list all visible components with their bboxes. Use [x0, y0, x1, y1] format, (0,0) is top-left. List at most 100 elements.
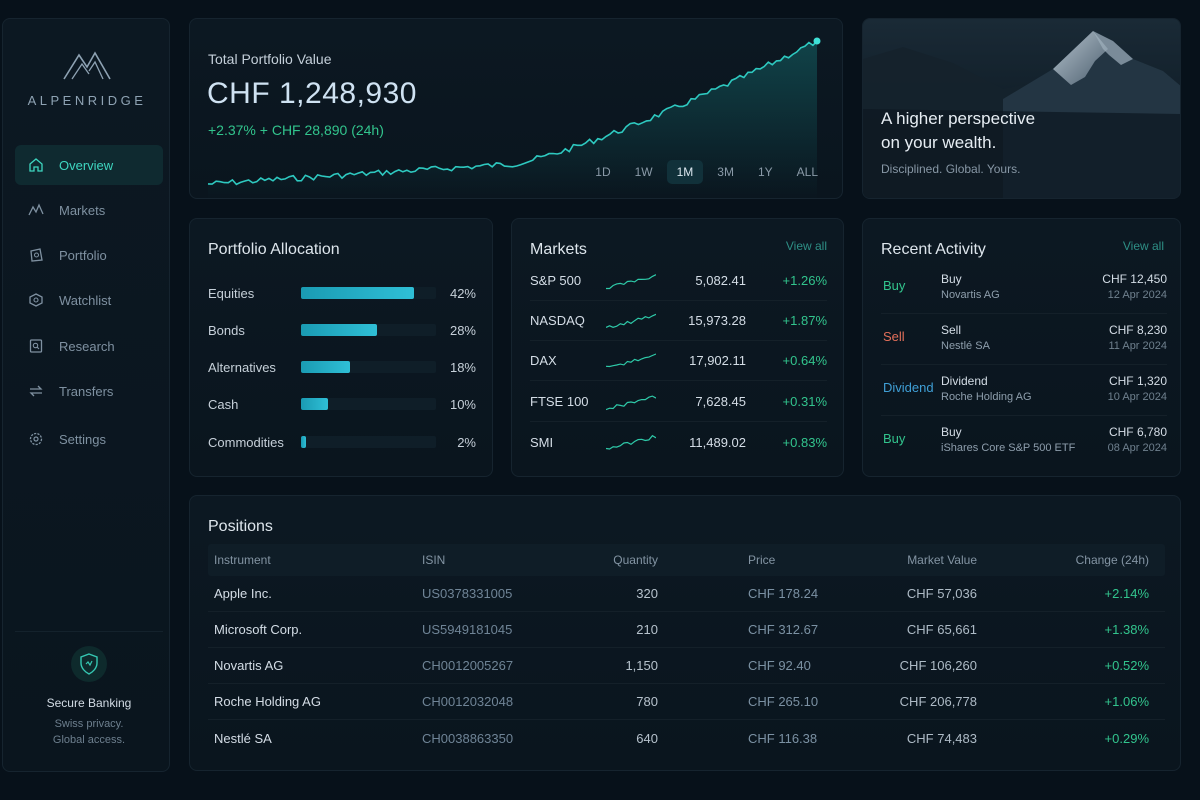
allocation-name: Cash	[208, 396, 239, 412]
sparkline-line	[606, 434, 656, 450]
cell-isin: CH0038863350	[422, 730, 514, 746]
transfer-icon	[27, 382, 45, 400]
activity-amount: CHF 8,230	[1108, 323, 1167, 337]
column-header-change[interactable]: Change (24h)	[1075, 553, 1149, 567]
allocation-bar-fill	[301, 361, 350, 373]
brand-logo[interactable]: ALPENRIDGE	[3, 47, 171, 108]
mountain-image	[863, 19, 1180, 198]
activity-title-text: Buy	[941, 425, 962, 439]
sidebar-item-settings[interactable]: Settings	[15, 419, 163, 459]
market-row[interactable]: DAX 17,902.11 +0.64%	[530, 341, 827, 381]
cell-price: CHF 116.38	[748, 730, 818, 746]
market-row[interactable]: SMI 11,489.02 +0.83%	[530, 422, 827, 462]
column-header-instrument[interactable]: Instrument	[214, 553, 271, 567]
cell-isin: US5949181045	[422, 622, 513, 637]
positions-header: Instrument ISIN Quantity Price Market Va…	[208, 544, 1165, 576]
portfolio-value-chart	[207, 37, 821, 198]
portfolio-value-label: Total Portfolio Value	[208, 51, 332, 67]
activity-amount: CHF 6,780	[1108, 425, 1167, 439]
cell-price: CHF 92.40	[748, 658, 811, 673]
table-row[interactable]: Nestlé SA CH0038863350 640 CHF 116.38 CH…	[208, 720, 1165, 756]
market-value: 5,082.41	[695, 273, 746, 288]
activity-date: 08 Apr 2024	[1107, 442, 1167, 454]
activity-date: 12 Apr 2024	[1107, 289, 1167, 301]
allocation-name: Alternatives	[208, 359, 276, 375]
range-1m[interactable]: 1M	[666, 160, 704, 184]
column-header-quantity[interactable]: Quantity	[613, 553, 658, 567]
activity-type: Dividend	[883, 380, 934, 395]
sidebar-item-markets[interactable]: Markets	[15, 190, 163, 230]
cell-quantity: 640	[636, 730, 658, 746]
market-name: NASDAQ	[530, 313, 585, 328]
table-row[interactable]: Novartis AG CH0012005267 1,150 CHF 92.40…	[208, 648, 1165, 684]
sidebar-item-portfolio[interactable]: Portfolio	[15, 235, 163, 275]
allocation-pct: 10%	[449, 396, 476, 412]
sidebar-item-label: Watchlist	[59, 292, 112, 308]
hero-banner: A higher perspective on your wealth. Dis…	[862, 18, 1181, 199]
activity-row[interactable]: Dividend Dividend Roche Holding AG CHF 1…	[881, 365, 1167, 416]
sidebar-item-label: Overview	[59, 157, 114, 173]
cell-instrument: Apple Inc.	[214, 586, 272, 601]
sparkline-line	[606, 313, 656, 328]
cell-market-value: CHF 74,483	[906, 730, 977, 746]
table-row[interactable]: Apple Inc. US0378331005 320 CHF 178.24 C…	[208, 576, 1165, 612]
secure-line-1: Swiss privacy.	[54, 718, 124, 730]
range-1y[interactable]: 1Y	[757, 165, 773, 179]
activity-date: 11 Apr 2024	[1108, 340, 1167, 352]
market-row[interactable]: NASDAQ 15,973.28 +1.87%	[530, 301, 827, 341]
allocation-bar-track	[301, 398, 436, 410]
table-row[interactable]: Roche Holding AG CH0012032048 780 CHF 26…	[208, 684, 1165, 720]
market-value: 17,902.11	[689, 353, 746, 368]
market-change: +0.64%	[782, 353, 827, 368]
positions-card: Positions Instrument ISIN Quantity Price…	[189, 495, 1181, 771]
market-row[interactable]: FTSE 100 7,628.45 +0.31%	[530, 382, 827, 422]
allocation-name: Bonds	[208, 322, 245, 338]
market-sparkline	[606, 434, 656, 450]
market-value: 15,973.28	[688, 313, 746, 328]
allocation-name: Equities	[208, 285, 255, 301]
sidebar-item-research[interactable]: Research	[15, 326, 163, 366]
activity-instrument: Nestlé SA	[941, 340, 990, 352]
table-row[interactable]: Microsoft Corp. US5949181045 210 CHF 312…	[208, 612, 1165, 648]
allocation-bar-track	[301, 287, 436, 299]
cell-change: +1.06%	[1104, 694, 1149, 709]
range-3m[interactable]: 3M	[717, 165, 734, 179]
cell-market-value: CHF 106,260	[899, 658, 977, 673]
activity-type: Sell	[883, 329, 905, 344]
secure-line-2: Global access.	[52, 734, 126, 746]
sidebar-item-overview[interactable]: Overview	[15, 145, 163, 185]
activity-type: Buy	[883, 278, 906, 293]
cell-change: +0.52%	[1104, 658, 1149, 673]
allocation-pct: 2%	[457, 434, 476, 450]
activity-row[interactable]: Buy Buy iShares Core S&P 500 ETF CHF 6,7…	[881, 416, 1167, 467]
sparkline-line	[606, 394, 656, 410]
activity-title-text: Buy	[941, 272, 962, 286]
sidebar-item-watchlist[interactable]: Watchlist	[15, 280, 163, 320]
range-1d[interactable]: 1D	[595, 165, 611, 179]
activity-row[interactable]: Buy Buy Novartis AG CHF 12,450 12 Apr 20…	[881, 263, 1167, 314]
activity-view-all-link[interactable]: View all	[1122, 239, 1164, 253]
portfolio-allocation-card: Portfolio Allocation Equities 42% Bonds …	[189, 218, 493, 477]
column-header-isin[interactable]: ISIN	[422, 553, 446, 567]
market-name: FTSE 100	[530, 394, 589, 409]
allocation-bar-track	[301, 324, 436, 336]
activity-row[interactable]: Sell Sell Nestlé SA CHF 8,230 11 Apr 202…	[881, 314, 1167, 365]
activity-title-text: Sell	[941, 323, 962, 337]
allocation-pct: 42%	[449, 285, 476, 301]
portfolio-value-card: Total Portfolio Value CHF 1,248,930 +2.3…	[189, 18, 843, 199]
line-chart-icon	[27, 201, 45, 219]
column-header-market-value[interactable]: Market Value	[907, 553, 977, 567]
column-header-price[interactable]: Price	[748, 553, 776, 567]
range-1w[interactable]: 1W	[634, 165, 653, 179]
range-all[interactable]: ALL	[796, 165, 818, 179]
markets-view-all-link[interactable]: View all	[785, 239, 827, 253]
allocation-bar-fill	[301, 436, 307, 448]
cell-change: +1.38%	[1104, 622, 1149, 637]
secure-title: Secure Banking	[46, 696, 132, 710]
allocation-bar-track	[301, 361, 436, 373]
sidebar-item-label: Settings	[59, 431, 106, 447]
sidebar-item-transfers[interactable]: Transfers	[15, 371, 163, 411]
market-row[interactable]: S&P 500 5,082.41 +1.26%	[530, 261, 827, 301]
cell-instrument: Novartis AG	[214, 658, 284, 673]
sparkline-line	[606, 352, 656, 367]
